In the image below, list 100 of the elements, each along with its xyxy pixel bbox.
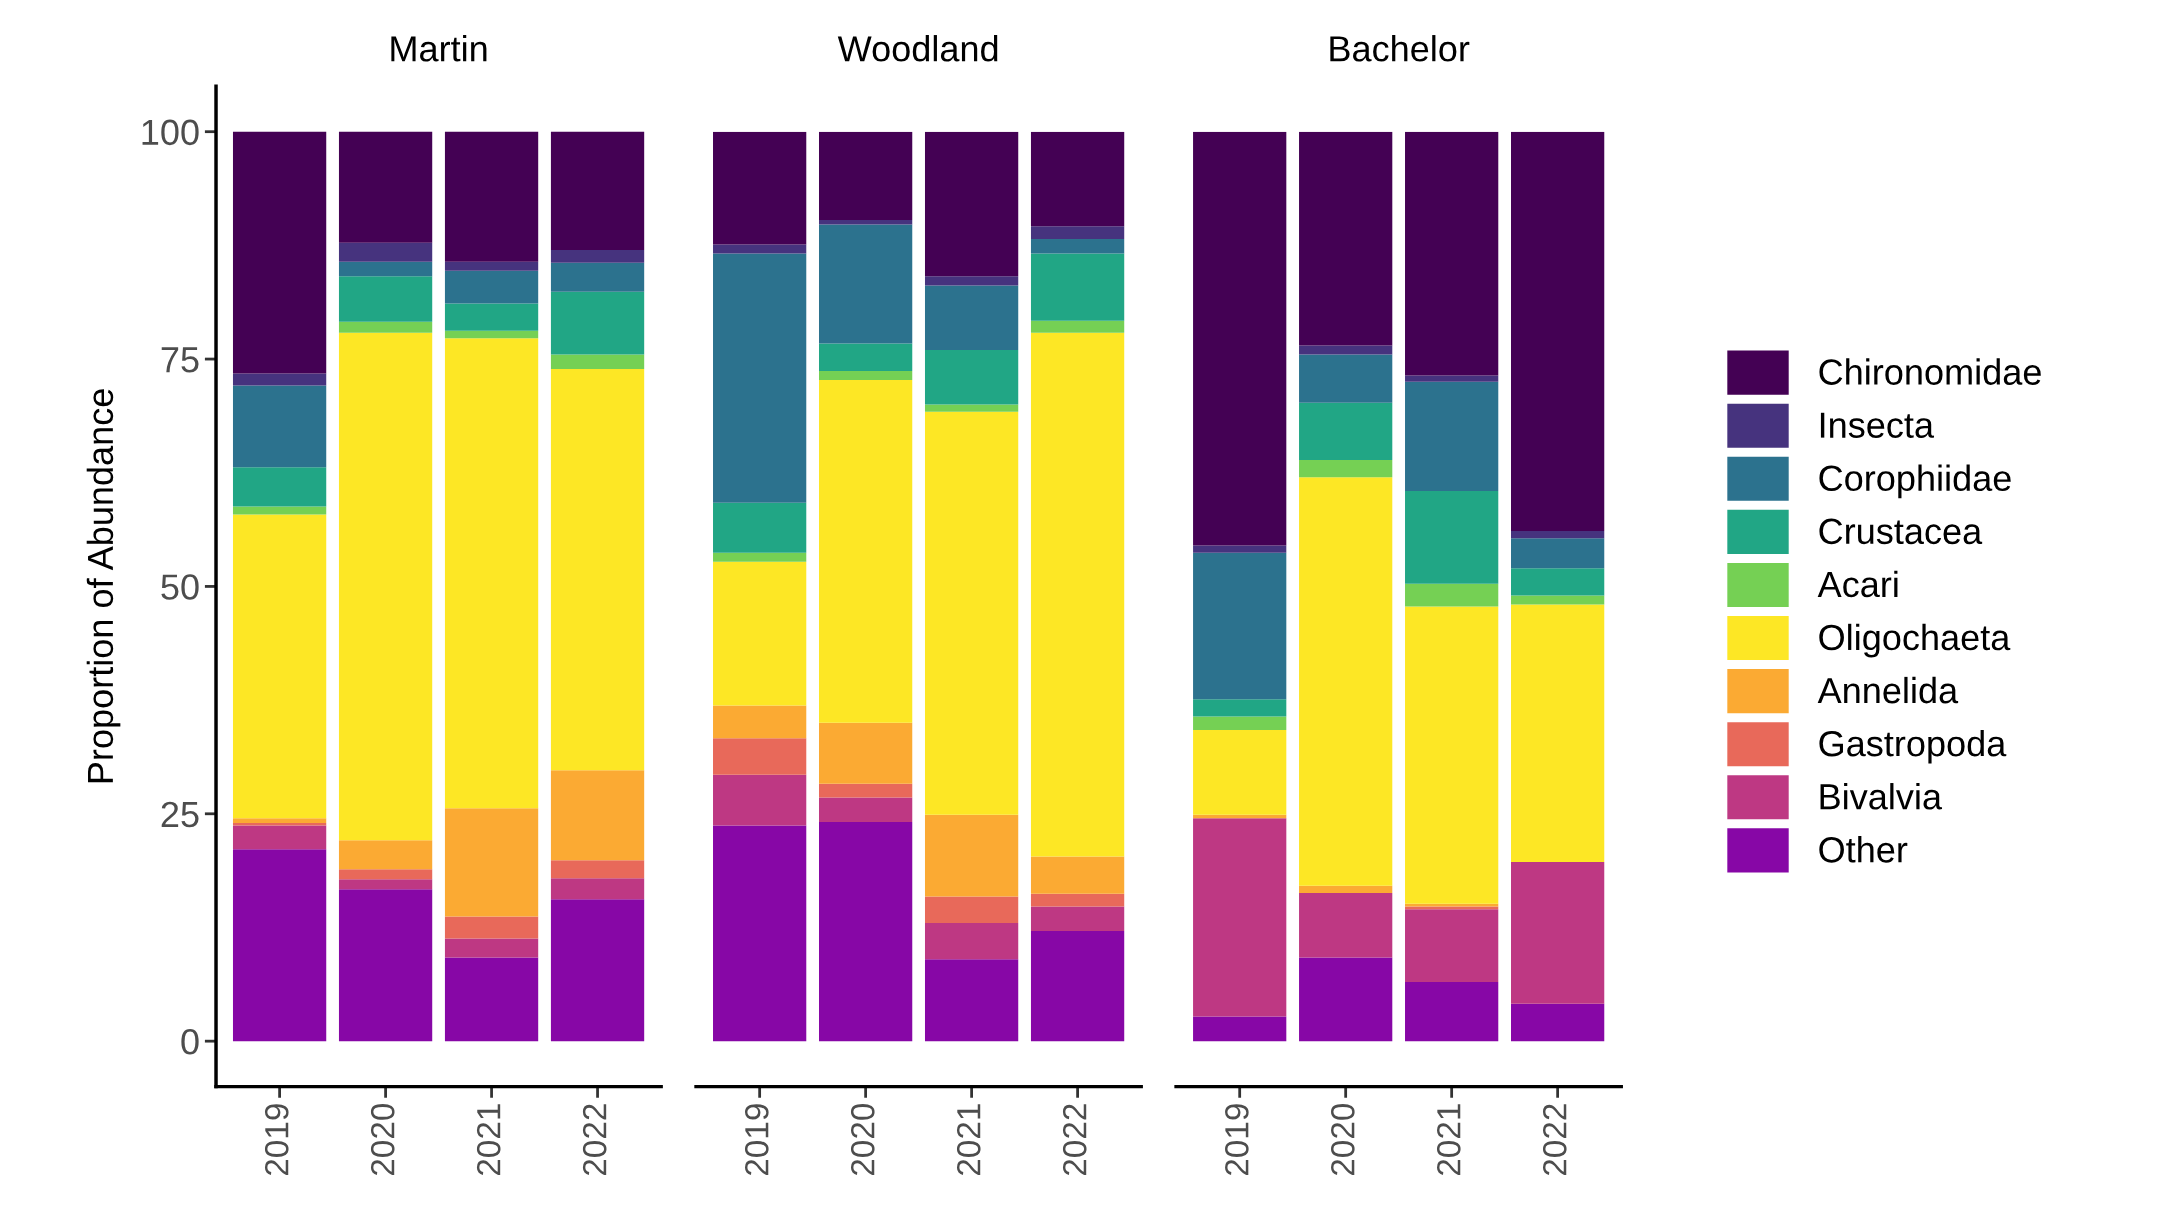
bar bbox=[1405, 606, 1499, 904]
bar bbox=[338, 879, 433, 890]
legend-label: Bivalvia bbox=[1820, 783, 1943, 810]
bar bbox=[924, 959, 1019, 1042]
bar bbox=[232, 849, 327, 1042]
bar bbox=[819, 379, 913, 723]
bar bbox=[1299, 892, 1393, 958]
x-tick-label: 2022 bbox=[1062, 1104, 1087, 1176]
bar bbox=[1030, 226, 1125, 240]
bar bbox=[819, 821, 913, 1042]
x-tick-label: 2020 bbox=[850, 1103, 875, 1176]
bar bbox=[1405, 982, 1499, 1042]
bar bbox=[1405, 583, 1499, 607]
bar bbox=[924, 285, 1019, 350]
bar bbox=[924, 276, 1019, 286]
bar bbox=[1193, 699, 1287, 717]
bar bbox=[338, 276, 433, 322]
x-tick-label: 2020 bbox=[1331, 1103, 1355, 1176]
bar bbox=[232, 373, 327, 386]
bar bbox=[1405, 381, 1499, 491]
bar bbox=[232, 825, 327, 850]
bar bbox=[713, 131, 807, 245]
bar bbox=[444, 808, 539, 917]
bar bbox=[1511, 131, 1605, 531]
bar bbox=[1030, 931, 1125, 1042]
bar bbox=[1299, 402, 1393, 461]
bar bbox=[1511, 604, 1605, 862]
y-tick-label: 75 bbox=[161, 347, 199, 373]
bar bbox=[550, 249, 645, 263]
bar bbox=[550, 899, 645, 1042]
bar bbox=[338, 332, 433, 841]
bar bbox=[1030, 239, 1125, 254]
bar bbox=[1299, 957, 1393, 1042]
bar bbox=[1511, 1003, 1605, 1042]
bar bbox=[232, 385, 327, 468]
bar bbox=[924, 349, 1019, 405]
bar bbox=[444, 261, 539, 271]
x-tick-label: 2021 bbox=[476, 1104, 501, 1176]
bar bbox=[232, 514, 327, 819]
bar bbox=[1193, 818, 1287, 1017]
bar bbox=[819, 797, 913, 822]
bar bbox=[1405, 375, 1499, 382]
bar bbox=[924, 404, 1019, 412]
bar bbox=[819, 343, 913, 371]
bar bbox=[444, 303, 539, 331]
bar bbox=[550, 369, 645, 771]
bar bbox=[819, 722, 913, 784]
x-tick-label: 2021 bbox=[1437, 1104, 1461, 1176]
bar bbox=[232, 818, 327, 823]
bar bbox=[444, 270, 539, 304]
bar bbox=[1030, 131, 1125, 227]
bar bbox=[444, 957, 539, 1042]
bar bbox=[713, 825, 807, 1042]
bar bbox=[1511, 862, 1605, 1004]
bar bbox=[1299, 477, 1393, 886]
bar bbox=[338, 242, 433, 262]
bar bbox=[819, 370, 913, 380]
bar bbox=[444, 338, 539, 809]
legend-label: Chironomidae bbox=[1819, 358, 2041, 385]
y-axis-title: Proportion of Abundance bbox=[86, 389, 121, 783]
bar bbox=[713, 502, 807, 553]
legend-label: Annelida bbox=[1817, 676, 1959, 704]
bar bbox=[1193, 716, 1287, 731]
bar bbox=[1511, 530, 1605, 539]
chart-title: Martin bbox=[391, 35, 487, 62]
bar bbox=[713, 244, 807, 254]
bar bbox=[338, 261, 433, 277]
bar bbox=[232, 131, 327, 374]
bar bbox=[550, 131, 645, 250]
bar bbox=[232, 822, 327, 826]
y-tick-label: 50 bbox=[161, 574, 199, 600]
bar bbox=[819, 131, 913, 220]
bar bbox=[819, 224, 913, 344]
bar bbox=[1405, 490, 1499, 584]
bar bbox=[550, 770, 645, 861]
bar bbox=[1030, 320, 1125, 333]
bar bbox=[1030, 253, 1125, 321]
bar bbox=[1193, 131, 1287, 546]
bar bbox=[338, 869, 433, 880]
bar bbox=[1030, 856, 1125, 894]
bar bbox=[550, 262, 645, 292]
legend-label: Other bbox=[1819, 836, 1908, 863]
bar bbox=[1299, 460, 1393, 478]
bar bbox=[713, 738, 807, 775]
y-tick-label: 25 bbox=[161, 801, 199, 828]
y-tick-label: 100 bbox=[142, 119, 199, 146]
x-tick-label: 2019 bbox=[1225, 1104, 1249, 1176]
bar bbox=[338, 321, 433, 333]
bar bbox=[444, 131, 539, 262]
bar bbox=[1030, 332, 1125, 857]
bar bbox=[924, 411, 1019, 815]
bar bbox=[550, 291, 645, 355]
bar bbox=[1030, 893, 1125, 907]
bar bbox=[1511, 538, 1605, 569]
bar bbox=[444, 330, 539, 339]
bar bbox=[232, 467, 327, 507]
bar bbox=[1193, 545, 1287, 553]
bar bbox=[924, 922, 1019, 960]
bar bbox=[713, 253, 807, 503]
bar bbox=[713, 774, 807, 826]
